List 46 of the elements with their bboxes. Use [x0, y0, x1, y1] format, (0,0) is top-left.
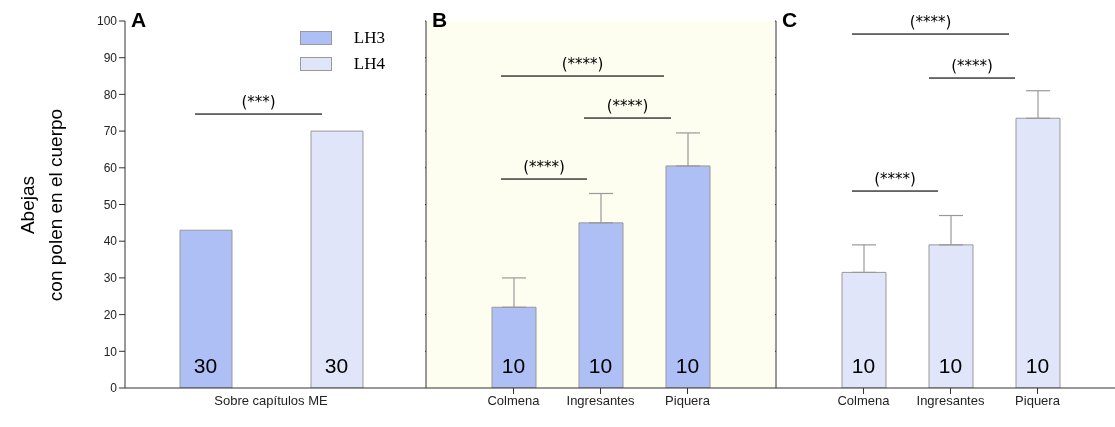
annotation: 10: [587, 354, 614, 378]
annotation: 10: [500, 354, 527, 378]
annotation: (****): [523, 157, 565, 176]
x-tick-label: Ingresantes: [916, 393, 985, 409]
x-tick-label: Sobre capítulos ME: [214, 393, 329, 409]
annotation: (****): [909, 12, 952, 31]
y-tick-label: 60: [103, 161, 118, 176]
y-tick-label: 100: [96, 14, 118, 29]
chart-title: B: [432, 8, 448, 32]
y-tick-label: 40: [103, 234, 118, 249]
annotation: 10: [674, 354, 701, 378]
chart-title: A: [131, 8, 147, 32]
x-tick-label: Ingresantes: [566, 393, 635, 409]
x-tick-label: Piquera: [665, 393, 711, 409]
annotation: 10: [937, 354, 964, 378]
annotation: 10: [850, 354, 877, 378]
y-tick-label: 50: [103, 197, 118, 212]
y-tick-label: 80: [103, 87, 118, 102]
annotation: (****): [874, 169, 916, 188]
annotation: 10: [1024, 354, 1051, 378]
annotation: (****): [951, 56, 993, 75]
y-tick-label: 10: [103, 344, 118, 359]
y-tick-label: 90: [103, 50, 118, 65]
x-tick-label: Colmena: [487, 393, 541, 409]
legend-label: LH4: [353, 54, 385, 74]
significance-bracket: (****): [501, 55, 664, 77]
y-axis-title: Abejas con polen en el cuerpo: [16, 108, 67, 301]
x-tick-label: Piquera: [1015, 393, 1061, 409]
y-tick-label: 20: [103, 307, 118, 322]
annotation: 30: [192, 354, 219, 378]
chart-title: C: [782, 8, 798, 32]
legend-label: LH3: [353, 28, 385, 48]
y-tick-label: 30: [103, 271, 118, 286]
significance-bracket: (***): [195, 92, 322, 115]
significance-bracket: (****): [852, 169, 938, 192]
annotation: 30: [323, 354, 350, 378]
annotation: (***): [241, 92, 276, 111]
annotation: (****): [561, 55, 604, 74]
significance-bracket: (****): [852, 12, 1009, 35]
y-tick-label: 70: [103, 124, 118, 139]
annotation: (****): [606, 96, 649, 115]
x-tick-label: Colmena: [837, 393, 891, 409]
significance-bracket: (****): [584, 96, 671, 119]
significance-bracket: (****): [501, 157, 587, 180]
y-tick-label: 0: [110, 381, 118, 396]
significance-bracket: (****): [929, 56, 1015, 79]
